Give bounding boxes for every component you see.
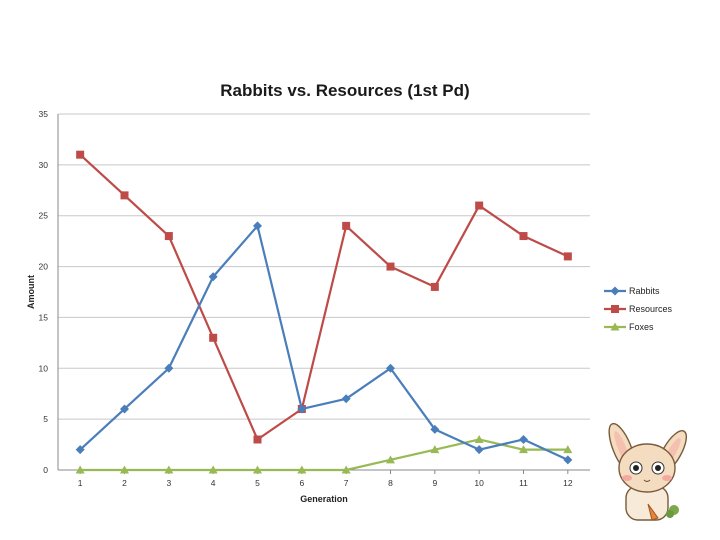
- series-rabbits: [75, 221, 573, 465]
- x-tick-label: 10: [474, 478, 484, 488]
- x-tick-label: 11: [519, 478, 528, 488]
- data-point-resources: [430, 282, 439, 291]
- data-point-resources: [76, 150, 85, 159]
- data-point-rabbits: [474, 445, 484, 455]
- data-point-foxes: [208, 465, 218, 474]
- y-tick-label: 20: [39, 262, 49, 272]
- x-tick-label: 4: [211, 478, 216, 488]
- data-point-resources: [563, 252, 572, 261]
- x-tick-label: 6: [299, 478, 304, 488]
- data-point-resources: [342, 221, 351, 230]
- data-point-resources: [475, 201, 484, 210]
- data-point-rabbits: [208, 272, 218, 282]
- x-tick-label: 8: [388, 478, 393, 488]
- data-point-resources: [519, 232, 528, 241]
- y-tick-label: 35: [39, 109, 49, 119]
- data-point-rabbits: [386, 363, 395, 373]
- legend-label: Rabbits: [629, 286, 660, 296]
- x-axis-title: Generation: [300, 494, 348, 504]
- legend-marker: [611, 305, 619, 313]
- data-point-foxes: [164, 465, 174, 474]
- data-point-foxes: [519, 445, 528, 454]
- x-tick-label: 7: [344, 478, 349, 488]
- series-resources: [76, 150, 572, 444]
- x-tick-labels: 1 2 3 4 5 6 7 8 9 10 11 12: [78, 478, 573, 488]
- bunny-mascot-icon: [608, 422, 688, 521]
- y-tick-label: 15: [39, 312, 49, 322]
- data-point-rabbits: [297, 404, 307, 414]
- data-point-foxes: [297, 465, 307, 474]
- chart-title: Rabbits vs. Resources (1st Pd): [220, 81, 469, 100]
- y-tick-label: 30: [39, 160, 49, 170]
- legend-label: Foxes: [629, 322, 654, 332]
- y-tick-labels: 0 5 10 15 20 25 30 35: [39, 109, 49, 475]
- series-group: [75, 150, 573, 474]
- data-point-rabbits: [253, 221, 262, 231]
- legend-marker: [610, 286, 620, 296]
- data-point-resources: [164, 232, 173, 241]
- x-tick-label: 3: [166, 478, 171, 488]
- data-point-rabbits: [341, 394, 351, 404]
- data-point-foxes: [341, 465, 351, 474]
- x-tick-label: 2: [122, 478, 127, 488]
- series-line-foxes: [80, 438, 568, 472]
- series-line-rabbits: [79, 224, 569, 461]
- legend-item-rabbits: Rabbits: [604, 286, 660, 296]
- y-tick-label: 25: [39, 211, 49, 221]
- x-tick-label: 1: [78, 478, 83, 488]
- data-point-resources: [253, 435, 262, 444]
- data-point-foxes: [120, 465, 129, 474]
- series-foxes: [75, 434, 573, 474]
- data-point-foxes: [430, 445, 440, 454]
- data-point-rabbits: [75, 445, 85, 455]
- data-point-foxes: [563, 445, 573, 454]
- x-tick-label: 5: [255, 478, 260, 488]
- series-line-resources: [79, 153, 569, 441]
- data-point-foxes: [253, 465, 262, 474]
- data-point-rabbits: [164, 363, 174, 373]
- legend-item-foxes: Foxes: [604, 322, 654, 332]
- data-point-foxes: [474, 434, 484, 443]
- y-tick-label: 0: [43, 465, 48, 475]
- y-tick-label: 5: [43, 414, 48, 424]
- legend-item-resources: Resources: [604, 304, 673, 314]
- data-point-foxes: [386, 455, 395, 464]
- data-point-rabbits: [430, 424, 440, 434]
- legend-marker: [610, 322, 620, 331]
- data-point-foxes: [75, 465, 85, 474]
- gridlines: [58, 113, 590, 420]
- x-tick-label: 9: [432, 478, 437, 488]
- data-point-resources: [209, 333, 218, 342]
- data-point-rabbits: [120, 404, 129, 414]
- data-point-rabbits: [519, 434, 528, 444]
- x-tick-label: 12: [563, 478, 573, 488]
- y-axis-title: Amount: [26, 275, 36, 309]
- y-tick-label: 10: [39, 363, 49, 373]
- data-point-resources: [386, 262, 395, 271]
- legend: Rabbits Resources Foxes: [604, 286, 673, 332]
- data-point-rabbits: [563, 455, 573, 465]
- legend-label: Resources: [629, 304, 673, 314]
- data-point-resources: [120, 191, 129, 200]
- axes: [57, 114, 590, 474]
